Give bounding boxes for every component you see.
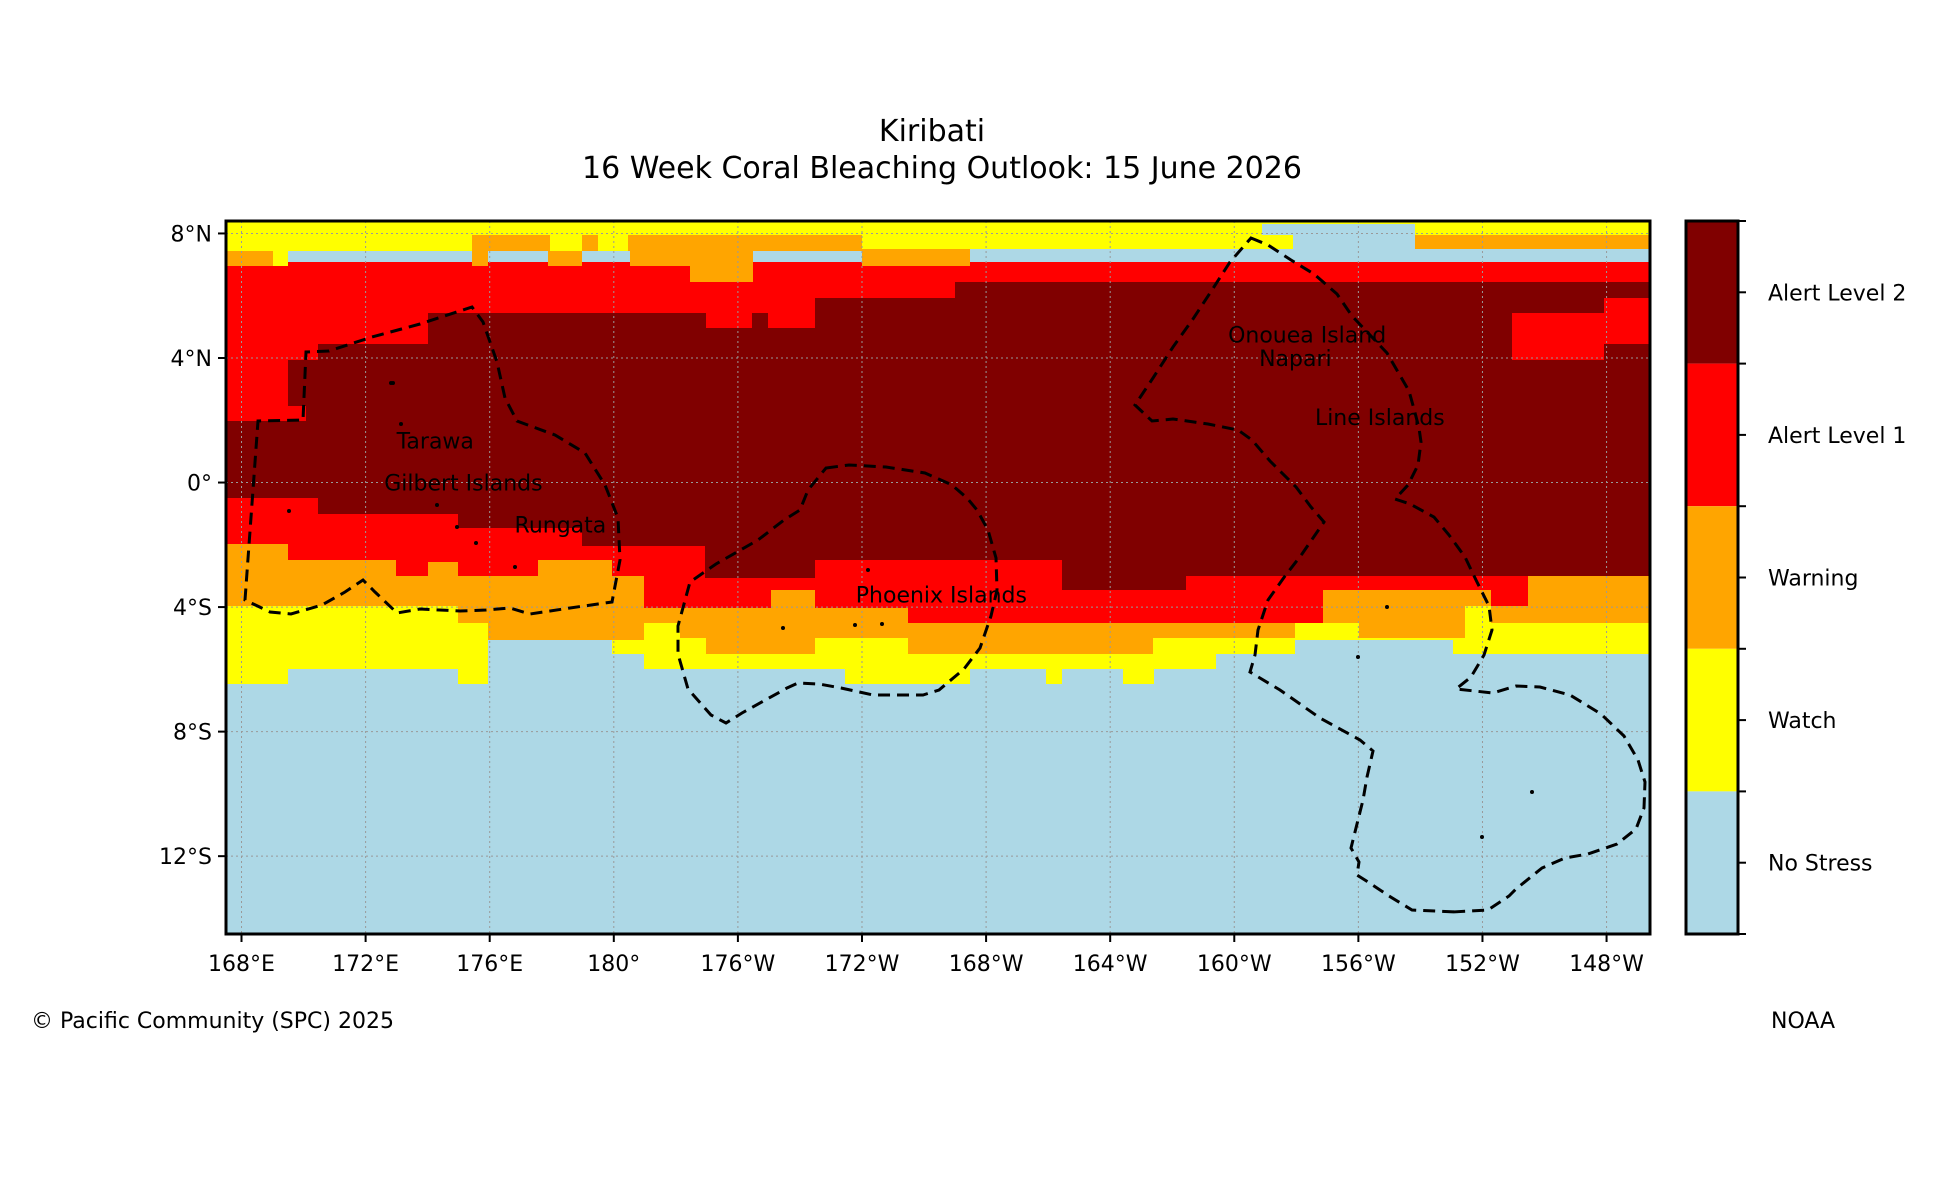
legend-label: Alert Level 2 [1768, 281, 1906, 306]
region-watch-north [226, 221, 1650, 266]
place-labels: Tarawa Gilbert Islands Rungata Phoenix Isla… [384, 324, 1444, 609]
gilbert-eez-boundary [243, 305, 622, 616]
lon-tick-label: 148°W [1569, 952, 1644, 977]
legend-swatch [1686, 791, 1738, 934]
lat-tick-label: 12°S [159, 845, 212, 870]
place-label: Line Islands [1315, 406, 1445, 431]
legend-swatch [1686, 221, 1738, 364]
legend-swatch [1686, 506, 1738, 649]
legend-label: No Stress [1768, 852, 1873, 877]
line-atoll-marker-3 [1530, 790, 1534, 794]
phoenix-eez-boundary [676, 463, 999, 725]
lat-tick-label: 8°N [171, 222, 212, 247]
lon-tick-label: 172°E [332, 952, 399, 977]
map-frame [224, 219, 1652, 936]
legend-label: Warning [1768, 567, 1858, 592]
lon-tick-label: 164°W [1073, 952, 1148, 977]
abaiang-atoll-marker [389, 381, 393, 385]
phoenix-atoll-marker-2 [880, 622, 884, 626]
latitude-axis: 8°N 4°N 0° 4°S 8°S 12°S [159, 222, 226, 870]
place-label: Onouea Island [1228, 324, 1386, 349]
gilbert-atoll-marker-4 [474, 541, 478, 545]
place-label: Gilbert Islands [384, 472, 542, 497]
gilbert-atoll-marker-2 [435, 503, 439, 507]
legend-swatch [1686, 648, 1738, 792]
lon-tick-label: 180° [587, 952, 640, 977]
place-label: Tarawa [396, 430, 474, 455]
line-atoll-marker-2 [1356, 655, 1360, 659]
line-eez-boundary [1133, 236, 1647, 914]
stress-level-legend: Alert Level 2 Alert Level 1 Warning Watch No… [1684, 219, 1906, 936]
gilbert-atoll-marker-5 [287, 509, 291, 513]
lat-tick-label: 0° [187, 472, 212, 497]
phoenix-atoll-marker-4 [781, 626, 785, 630]
map-grid [226, 221, 1650, 934]
lon-tick-label: 176°W [701, 952, 776, 977]
gilbert-atoll-marker-1 [399, 422, 403, 426]
legend-swatch [1686, 363, 1738, 507]
phoenix-atoll-marker-1 [866, 568, 870, 572]
line-atoll-marker-4 [1480, 835, 1484, 839]
legend-frame [1684, 219, 1740, 936]
lon-tick-label: 168°E [208, 952, 275, 977]
stress-heatmap [226, 221, 1650, 684]
lat-tick-label: 4°N [171, 347, 212, 372]
lon-tick-label: 168°W [949, 952, 1024, 977]
lon-tick-label: 176°E [456, 952, 523, 977]
island-markers [287, 381, 1534, 839]
legend-label: Watch [1768, 709, 1837, 734]
gilbert-atoll-marker-6 [513, 565, 517, 569]
gilbert-atoll-marker-3 [455, 525, 459, 529]
figure-subtitle: 16 Week Coral Bleaching Outlook: 15 June… [582, 151, 1302, 186]
lat-tick-label: 4°S [173, 596, 212, 621]
place-label: Napari [1259, 347, 1332, 372]
lon-tick-label: 152°W [1445, 952, 1520, 977]
legend-label: Alert Level 1 [1768, 424, 1906, 449]
phoenix-atoll-marker-3 [853, 623, 857, 627]
lon-tick-label: 172°W [825, 952, 900, 977]
region-alert2 [226, 266, 1650, 590]
region-alert1-pocket-west [226, 344, 306, 421]
lon-tick-label: 160°W [1197, 952, 1272, 977]
copyright-text: © Pacific Community (SPC) 2025 [31, 1009, 394, 1034]
figure-title: Kiribati [879, 114, 985, 149]
place-label: Phoenix Islands [856, 584, 1027, 609]
eez-boundaries [243, 236, 1647, 914]
place-label: Rungata [515, 514, 607, 539]
lon-tick-label: 156°W [1321, 952, 1396, 977]
line-atoll-marker-1 [1385, 605, 1389, 609]
lat-tick-label: 8°S [173, 721, 212, 746]
map-panel: Tarawa Gilbert Islands Rungata Phoenix Isla… [226, 221, 1650, 934]
longitude-axis: 168°E 172°E 176°E 180° 176°W 172°W 168°W 164°W 1… [208, 934, 1644, 977]
region-alert1-pocket-ne [1512, 298, 1650, 360]
data-source-text: NOAA [1771, 1009, 1835, 1034]
